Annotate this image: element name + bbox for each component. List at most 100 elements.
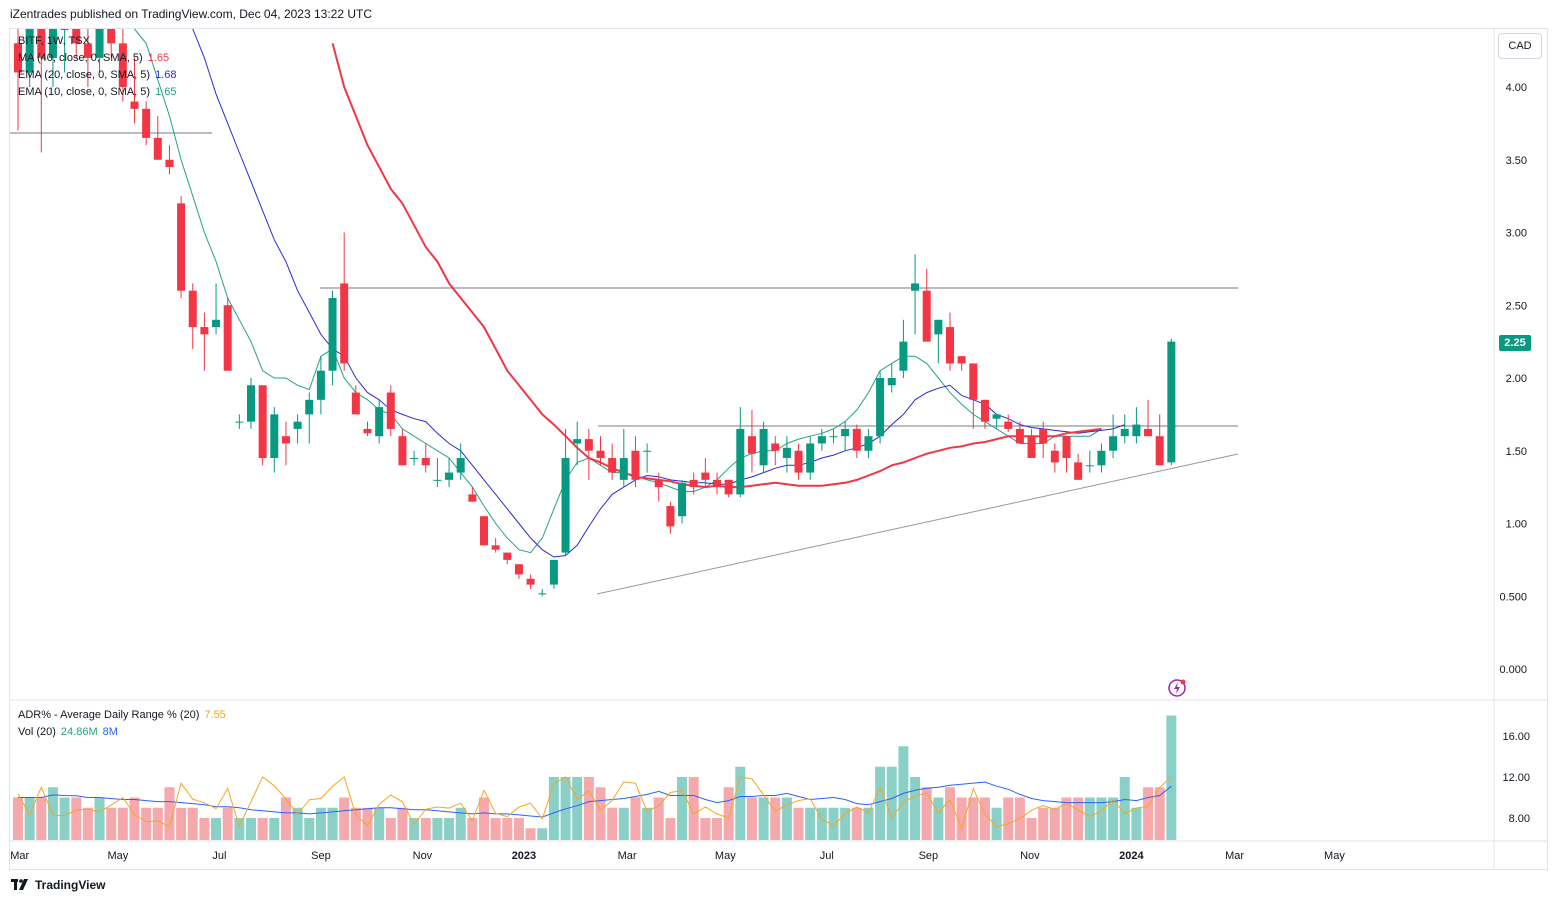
candle-body [1004,421,1013,429]
candle-body [911,283,920,291]
candle-body [456,458,465,473]
candle-body [922,290,931,342]
volume-bar [36,797,47,840]
candle-body [689,479,698,488]
time-axis-label: May [107,850,128,862]
adr-legend[interactable]: ADR% - Average Daily Range % (20) 7.55 [18,707,226,724]
candle-body [631,450,640,480]
candle-body [701,472,710,480]
volume-bar [339,797,350,840]
candle-body [736,428,745,495]
volume-bar [793,807,804,840]
candle-body [817,436,826,444]
ema20-legend[interactable]: EMA (20, close, 0, SMA, 5) 1.68 [18,67,176,84]
ma40-legend[interactable]: MA (40, close, 0, SMA, 5) 1.65 [18,50,176,67]
candle-body [526,578,535,585]
price-axis-ticks: 4.00 3.50 3.00 2.50 2.00 1.50 1.00 0.500 0.000 [1499,82,1527,676]
tradingview-logo-icon [11,879,28,890]
vol-value: 24.86M [60,726,98,738]
volume-bar [502,818,513,840]
volume-bar [187,807,198,840]
symbol-label[interactable]: BITF, 1W, TSX [18,35,90,47]
volume-bar [444,818,455,840]
volume-bar [432,818,443,840]
ema20-value: 1.68 [155,69,177,81]
volume-bar [199,818,210,840]
volume-bar [47,787,58,840]
candle-body [270,414,279,459]
volume-bar [490,818,501,840]
candle-body [1074,462,1083,480]
volume-bar [816,807,827,840]
candle-body [130,101,139,109]
candle-body [421,458,430,466]
candle-body [445,472,454,480]
volume-tick-label: 12.00 [1502,772,1530,784]
candle-body [83,43,92,58]
candle-body [468,494,477,502]
volume-bar [234,818,245,840]
volume-bar [875,766,886,840]
publish-header: iZentrades published on TradingView.com,… [10,7,372,21]
footer-brand[interactable]: TradingView [11,878,105,892]
volume-bar [59,797,70,840]
currency-button[interactable]: CAD [1498,33,1542,59]
candle-body [491,545,500,550]
volume-bar [828,807,839,840]
volume-bar [362,807,373,840]
candle-body [538,593,547,595]
candle-body [107,29,116,44]
candle-body [759,428,768,466]
volume-bar [921,787,932,840]
time-axis-label: Mar [618,850,637,862]
candle-body [235,421,244,423]
candle-body [398,436,407,466]
adr-value: 7.55 [204,709,226,721]
price-tick-label: 2.50 [1506,300,1527,312]
candle-body [433,479,442,481]
flash-event-icon[interactable] [1168,679,1186,697]
volume-bar [1119,777,1130,840]
candle-body [1167,341,1176,463]
volume-bar [397,807,408,840]
volume-bar [211,818,222,840]
volume-bar [572,777,583,840]
candle-body [305,399,314,415]
candle-body [980,399,989,422]
price-tick-label: 1.50 [1506,446,1527,458]
volume-bar [280,797,291,840]
volume-bar [1049,807,1060,840]
volume-bar [24,797,35,840]
candle-body [340,283,349,364]
volume-bar [455,807,466,840]
volume-bar [933,797,944,840]
candle-body [724,479,733,495]
candle-body [852,428,861,451]
time-axis-label: 2023 [512,850,536,862]
volume-bar [1084,797,1095,840]
volume-bar [618,807,629,840]
time-axis-label: Sep [919,850,939,862]
chart-frame[interactable] [9,28,1548,870]
time-axis-label: May [1324,850,1345,862]
volume-bar [420,818,431,840]
candles-group [14,29,1176,597]
vol-legend[interactable]: Vol (20) 24.86M 8M [18,724,226,741]
vol-label: Vol (20) [18,726,56,738]
candle-body [480,516,488,546]
volume-bar [82,807,93,840]
candle-body [1155,436,1164,466]
candle-body [72,29,81,44]
volume-bar [304,818,315,840]
candle-body [1062,436,1071,459]
volume-bar [770,797,781,840]
candle-body [223,305,232,371]
volume-bar [374,807,385,840]
ema10-legend[interactable]: EMA (10, close, 0, SMA, 5) 1.65 [18,84,176,101]
volume-bar [979,797,990,840]
candle-body [573,439,582,444]
candle-body [375,407,384,437]
volume-bar [513,818,524,840]
candle-body [212,319,221,328]
